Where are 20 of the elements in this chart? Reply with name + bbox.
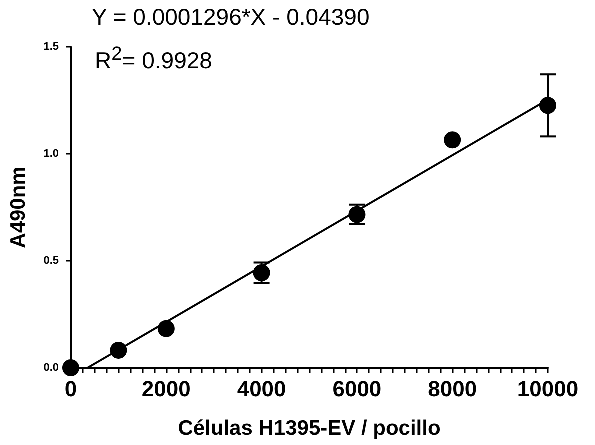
x-tick-label: 8000 [428, 376, 478, 402]
x-tick-label: 6000 [332, 376, 382, 402]
y-tick-label: 0.5 [44, 255, 59, 267]
point [444, 132, 462, 149]
point [158, 320, 175, 338]
point [62, 360, 80, 376]
x-axis-title: Células H1395-EV / pocillo [178, 417, 441, 440]
y-tick-label: 1.0 [44, 148, 59, 160]
x-tick-label: 2000 [142, 376, 191, 402]
y-tick-label: 0.0 [44, 362, 59, 374]
x-tick-label: 0 [64, 376, 78, 402]
y-tick-label: 1.5 [44, 41, 59, 53]
point [540, 97, 556, 114]
point [253, 264, 270, 282]
y-axis-title: A490nm [7, 166, 30, 248]
point [110, 342, 128, 359]
x-tick-label: 10000 [517, 376, 579, 402]
x-tick-label: 4000 [237, 376, 286, 402]
text: Y = 0.0001296*X - 0.04390 [92, 4, 370, 31]
annotation: R$^{2}$= 0.9928 [95, 44, 212, 75]
